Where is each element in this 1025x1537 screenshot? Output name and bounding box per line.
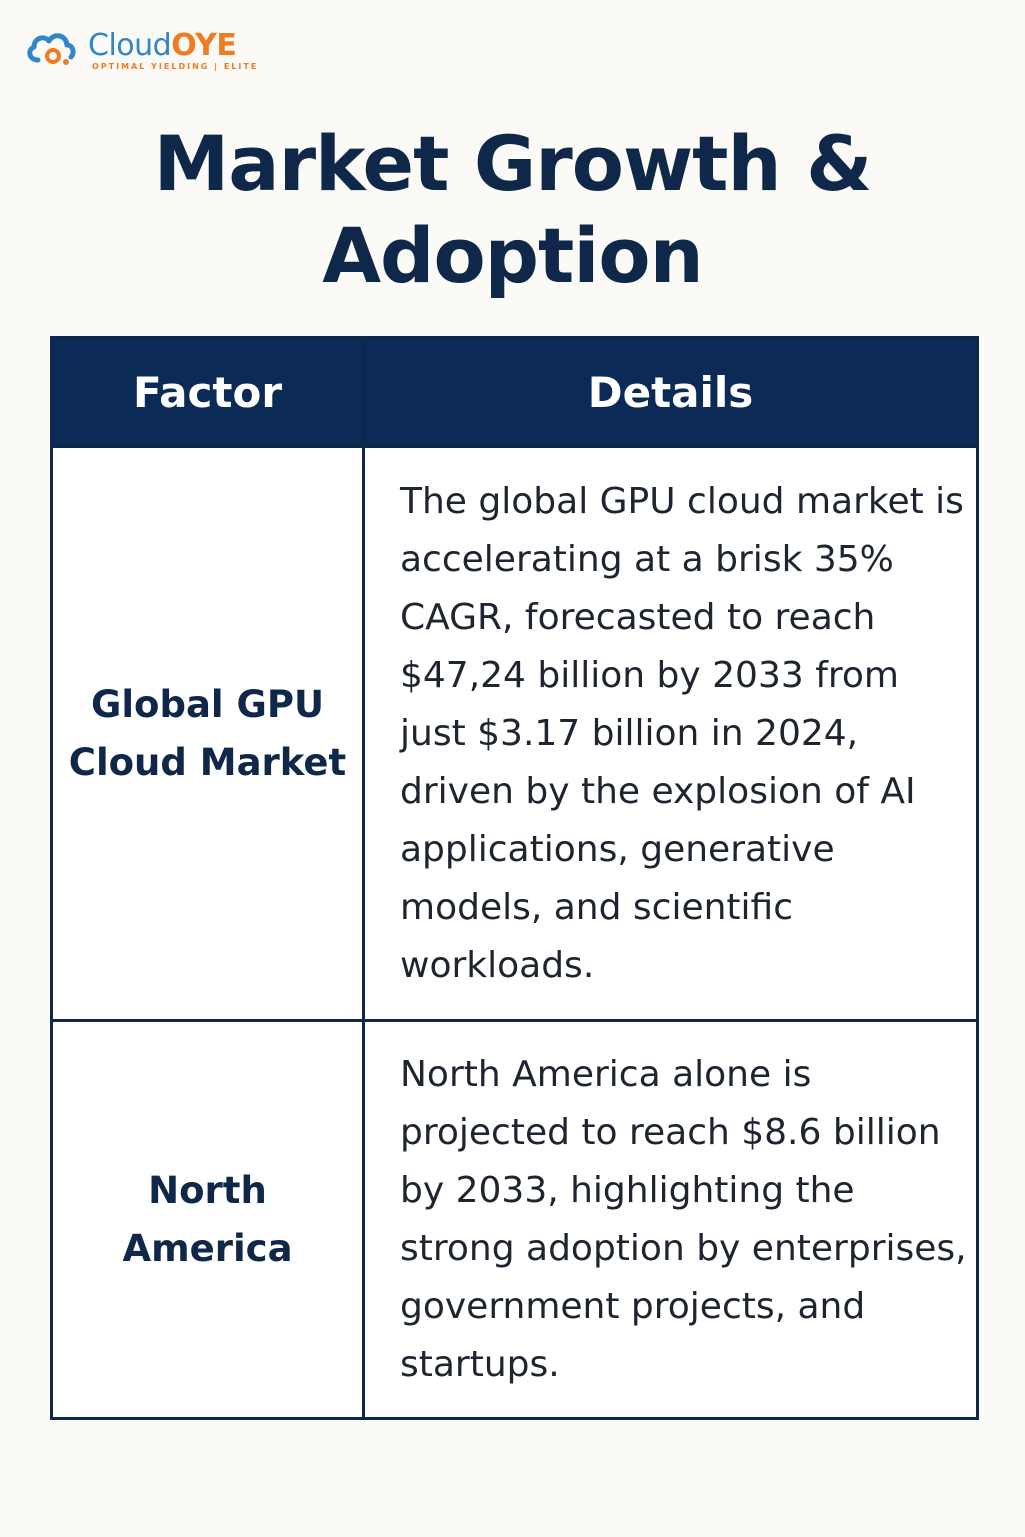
- market-table: Factor Details Global GPU Cloud Market T…: [50, 336, 979, 1420]
- factor-cell: Global GPU Cloud Market: [50, 445, 365, 1022]
- column-header-factor: Factor: [50, 336, 365, 448]
- brand-name: CloudOYE: [88, 28, 237, 63]
- details-cell: North America alone is projected to reac…: [362, 1019, 979, 1420]
- brand-tagline: OPTIMAL YIELDING | ELITE: [92, 62, 259, 71]
- column-header-details: Details: [362, 336, 979, 448]
- table-row: North America North America alone is pro…: [50, 1019, 979, 1420]
- table-header-row: Factor Details: [50, 336, 979, 448]
- details-cell: The global GPU cloud market is accelerat…: [362, 445, 979, 1022]
- cloud-icon: [27, 33, 76, 65]
- table-row: Global GPU Cloud Market The global GPU c…: [50, 445, 979, 1022]
- brand-name-oye: OYE: [171, 28, 237, 63]
- factor-cell: North America: [50, 1019, 365, 1420]
- brand-logo: CloudOYE OPTIMAL YIELDING | ELITE: [24, 26, 264, 76]
- brand-name-cloud: Cloud: [88, 28, 172, 63]
- page-title: Market Growth & Adoption: [153, 119, 873, 300]
